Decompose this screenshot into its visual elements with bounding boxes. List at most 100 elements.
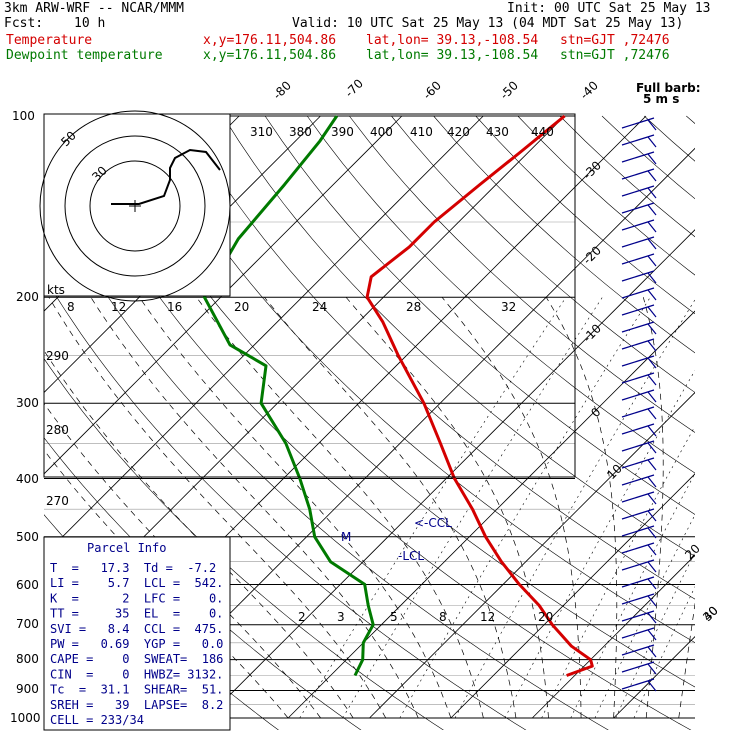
dry-adiabat [475,115,695,315]
wind-barb-feather [647,272,657,284]
pressure-label-800: 800 [16,652,39,666]
pressure-label-200: 200 [16,290,39,304]
pressure-label-700: 700 [16,617,39,631]
wind-barb [621,168,655,180]
wind-barb [621,236,655,248]
theta-label: 430 [486,125,509,139]
mixing-ratio-line [541,425,695,719]
mixing-ratio-low-label: 3 [337,610,345,624]
dry-adiabat [44,275,527,730]
dewpoint-profile [202,115,375,677]
mixing-ratio-line [342,297,603,719]
parcel-info-row: CIN = 0 HWBZ= 3132. [50,667,223,681]
parcel-info-box [43,536,231,731]
mixing-ratio-line [504,369,695,719]
wind-barb [621,525,655,537]
mixing-ratio-low-label: 5 [390,610,398,624]
wind-barb-feather [647,238,657,250]
hodograph-unit: kts [47,283,65,297]
theta-left-label: 290 [46,349,69,363]
pressure-label-1000: 1000 [10,711,41,725]
isotherm-line [613,636,695,719]
mixing-ratio-line [454,299,695,719]
init-time: Init: 00 UTC Sat 25 May 13 [507,1,711,16]
dry-adiabat [180,115,695,600]
mixing-ratio-low-label: 8 [439,610,447,624]
wind-barb-feather [647,442,657,454]
wind-barb-feather [647,578,657,590]
m-marker: M [341,530,351,544]
isotherm-line [206,229,695,719]
wind-barb-feather [647,595,657,607]
isotherm-line [531,554,695,719]
parcel-info-row: SVI = 8.4 CCL = 475. [50,622,223,636]
dewpoint-station: stn=GJT ,72476 [560,48,670,63]
wind-barb-feather [647,612,657,624]
mixing-ratio-label: 8 [67,300,75,314]
isotherm-line [369,391,695,719]
moist-adiabat [545,297,618,719]
theta-left-label: 280 [46,423,69,437]
mixing-ratio-low-label: 12 [480,610,495,624]
dry-adiabat [222,115,695,557]
dewpoint-location: x,y=176.11,504.86 [203,48,337,63]
wind-barb-feather [647,493,657,505]
wind-barb-feather [647,204,657,216]
wind-barb-feather [647,663,657,675]
parcel-info-row: CAPE = 0 SWEAT= 186 [50,652,223,666]
temperature-latlon: lat,lon= 39.13,-108.54 [366,33,539,48]
parcel-info-row: TT = 35 EL = 0. [50,607,223,621]
dry-adiabat [96,115,695,688]
theta-label: 380 [289,125,312,139]
wind-barb-feather [647,170,657,182]
moist-adiabat [48,297,387,719]
ccl-marker: <-CCL [414,516,452,530]
isotherm-label: 20 [682,541,703,562]
wind-barb [621,474,655,486]
dewpoint-latlon: lat,lon= 39.13,-108.54 [366,48,539,63]
wind-barb [621,661,655,673]
moist-adiabat [264,296,517,719]
moist-adiabat [441,296,582,719]
mixing-ratio-line [299,297,567,719]
wind-barb-feather [647,629,657,641]
wind-barb [621,304,655,316]
wind-barb [621,559,655,571]
wind-barb-feather [647,357,657,369]
wind-barb [621,219,655,231]
isotherm-line [694,717,695,718]
wind-barb [621,389,655,401]
mixing-ratio-label: 12 [111,300,126,314]
isotherm-label: -10 [580,321,604,345]
wind-barb-feather [647,153,657,165]
wind-barb [621,270,655,282]
mixing-ratio-line [615,551,695,719]
pressure-label-100: 100 [12,109,35,123]
hodograph-ring [89,160,181,252]
wind-barb-feather [647,374,657,386]
dry-adiabat [44,358,444,730]
theta-label: 310 [250,125,273,139]
wind-barb [621,372,655,384]
mixing-ratio-line [594,514,695,719]
wind-barb-feather [647,187,657,199]
wind-barb [621,440,655,452]
mixing-ratio-label: 20 [234,300,249,314]
mixing-ratio-line [399,297,651,719]
wind-barb-feather [647,425,657,437]
isotherm-label: -40 [577,78,601,102]
mixing-ratio-label: 16 [167,300,182,314]
wind-barb [621,134,655,146]
moist-adiabat [678,601,695,719]
wind-barb [621,185,655,197]
pressure-label-600: 600 [16,578,39,592]
wind-barb [621,457,655,469]
wind-barb [621,593,655,605]
wind-barb-feather [647,289,657,301]
dry-adiabat [54,115,692,730]
wind-barb [621,117,655,129]
wind-barb [621,508,655,520]
wind-barb-feather [647,544,657,556]
